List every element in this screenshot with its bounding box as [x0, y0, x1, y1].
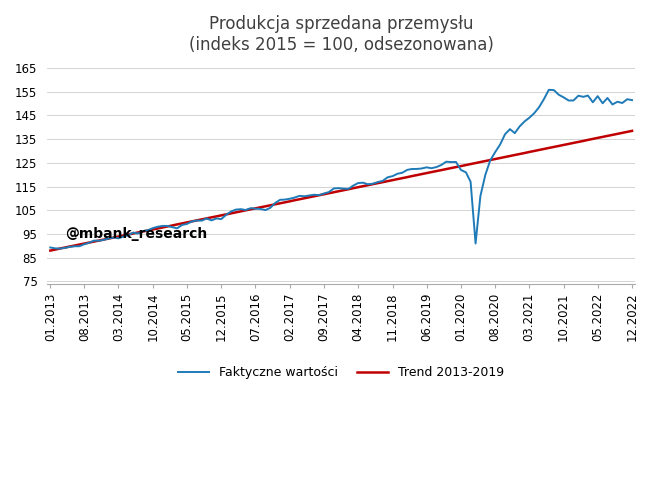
Line: Trend 2013-2019: Trend 2013-2019: [50, 131, 632, 250]
Title: Produkcja sprzedana przemysłu
(indeks 2015 = 100, odsezonowana): Produkcja sprzedana przemysłu (indeks 20…: [189, 15, 494, 54]
Line: Faktyczne wartości: Faktyczne wartości: [50, 90, 632, 248]
Text: @mbank_research: @mbank_research: [65, 227, 207, 241]
Legend: Faktyczne wartości, Trend 2013-2019: Faktyczne wartości, Trend 2013-2019: [173, 361, 509, 385]
